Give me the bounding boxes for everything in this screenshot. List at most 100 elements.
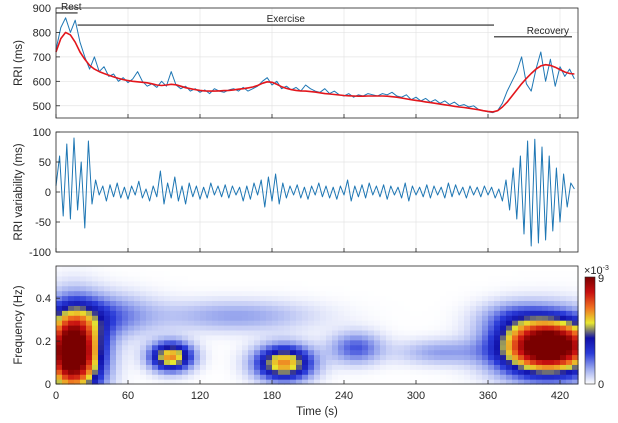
spectrogram-cell bbox=[542, 374, 549, 380]
spectrogram-cell bbox=[362, 270, 369, 277]
spectrogram-cell bbox=[530, 305, 537, 311]
spectrogram-cell bbox=[500, 344, 507, 351]
spectrogram-cell bbox=[380, 374, 387, 380]
spectrogram-cell bbox=[500, 349, 507, 356]
x-tick-label: 420 bbox=[551, 390, 569, 402]
spectrogram-cell bbox=[410, 344, 417, 351]
spectrogram-cell bbox=[206, 354, 213, 361]
spectrogram-cell bbox=[68, 266, 75, 272]
y-tick-label: 800 bbox=[33, 27, 51, 39]
spectrogram-cell bbox=[296, 315, 303, 321]
spectrogram-cell bbox=[464, 305, 471, 311]
spectrogram-cell bbox=[332, 300, 339, 306]
spectrogram-cell bbox=[248, 285, 255, 292]
spectrogram-cell bbox=[482, 275, 489, 282]
spectrogram-cell bbox=[224, 270, 231, 277]
spectrogram-cell bbox=[230, 334, 237, 341]
spectrogram-cell bbox=[332, 334, 339, 341]
spectrogram-cell bbox=[128, 349, 135, 356]
spectrogram-cell bbox=[446, 354, 453, 361]
spectrogram-cell bbox=[260, 270, 267, 277]
spectrogram-cell bbox=[182, 300, 189, 306]
spectrogram-cell bbox=[68, 349, 75, 356]
spectrogram-cell bbox=[488, 280, 495, 287]
spectrogram-cell bbox=[254, 275, 261, 282]
spectrogram-cell bbox=[296, 300, 303, 306]
spectrogram-cell bbox=[272, 334, 279, 341]
spectrogram-cell bbox=[428, 354, 435, 361]
spectrogram-cell bbox=[200, 369, 207, 375]
spectrogram-cell bbox=[320, 310, 327, 316]
spectrogram-cell bbox=[182, 349, 189, 356]
spectrogram-cell bbox=[266, 290, 273, 297]
spectrogram-cell bbox=[230, 285, 237, 292]
spectrogram-cell bbox=[212, 285, 219, 292]
spectrogram-cell bbox=[446, 359, 453, 365]
spectrogram-cell bbox=[200, 334, 207, 341]
spectrogram-cell bbox=[446, 266, 453, 272]
spectrogram-cell bbox=[464, 339, 471, 346]
spectrogram-cell bbox=[488, 325, 495, 331]
axes-frame bbox=[55, 265, 579, 385]
spectrogram-cell bbox=[80, 305, 87, 311]
spectrogram-cell bbox=[134, 320, 141, 326]
spectrogram-cell bbox=[416, 280, 423, 287]
spectrogram-cell bbox=[116, 334, 123, 341]
spectrogram-cell bbox=[368, 354, 375, 361]
spectrogram-cell bbox=[170, 320, 177, 326]
spectrogram-cell bbox=[242, 374, 249, 380]
spectrogram-cell bbox=[224, 344, 231, 351]
spectrogram-cell bbox=[278, 270, 285, 277]
spectrogram-cell bbox=[350, 344, 357, 351]
spectrogram-cell bbox=[536, 334, 543, 341]
spectrogram-cell bbox=[266, 285, 273, 292]
spectrogram-cell bbox=[158, 344, 165, 351]
spectrogram-cell bbox=[542, 320, 549, 326]
spectrogram-cell bbox=[116, 310, 123, 316]
spectrogram-cell bbox=[326, 300, 333, 306]
spectrogram-cell bbox=[128, 280, 135, 287]
spectrogram-cell bbox=[470, 285, 477, 292]
spectrogram-cell bbox=[290, 379, 297, 385]
spectrogram-cell bbox=[182, 344, 189, 351]
spectrogram-cell bbox=[80, 285, 87, 292]
spectrogram-cell bbox=[314, 364, 321, 370]
spectrogram-cell bbox=[320, 300, 327, 306]
spectrogram-cell bbox=[374, 305, 381, 311]
spectrogram-cell bbox=[104, 295, 111, 302]
spectrogram-cell bbox=[92, 339, 99, 346]
spectrogram-cell bbox=[302, 290, 309, 297]
spectrogram-cell bbox=[500, 275, 507, 282]
spectrogram-cell bbox=[446, 290, 453, 297]
spectrogram-cell bbox=[332, 354, 339, 361]
spectrogram-cell bbox=[278, 329, 285, 336]
spectrogram-cell bbox=[554, 320, 561, 326]
spectrogram-cell bbox=[242, 354, 249, 361]
spectrogram-cell bbox=[506, 374, 513, 380]
spectrogram-cell bbox=[146, 359, 153, 365]
spectrogram-cell bbox=[56, 369, 63, 375]
spectrogram-cell bbox=[56, 374, 63, 380]
spectrogram-cell bbox=[446, 320, 453, 326]
spectrogram-cell bbox=[62, 379, 69, 385]
spectrogram-cell bbox=[566, 310, 573, 316]
spectrogram-cell bbox=[572, 280, 579, 287]
spectrogram-cell bbox=[494, 285, 501, 292]
spectrogram-cell bbox=[368, 305, 375, 311]
spectrogram-cell bbox=[212, 359, 219, 365]
spectrogram-cell bbox=[188, 315, 195, 321]
spectrogram-cell bbox=[488, 305, 495, 311]
spectrogram-cell bbox=[116, 364, 123, 370]
spectrogram-cell bbox=[422, 280, 429, 287]
spectrogram-cell bbox=[548, 300, 555, 306]
spectrogram-cell bbox=[176, 310, 183, 316]
spectrogram-cell bbox=[428, 364, 435, 370]
spectrogram-cell bbox=[86, 300, 93, 306]
spectrogram-cell bbox=[356, 379, 363, 385]
spectrogram-cell bbox=[530, 364, 537, 370]
y-tick-label: 100 bbox=[33, 127, 51, 139]
spectrogram-cell bbox=[62, 364, 69, 370]
spectrogram-cell bbox=[524, 295, 531, 302]
spectrogram-cell bbox=[434, 364, 441, 370]
spectrogram-cell bbox=[260, 290, 267, 297]
